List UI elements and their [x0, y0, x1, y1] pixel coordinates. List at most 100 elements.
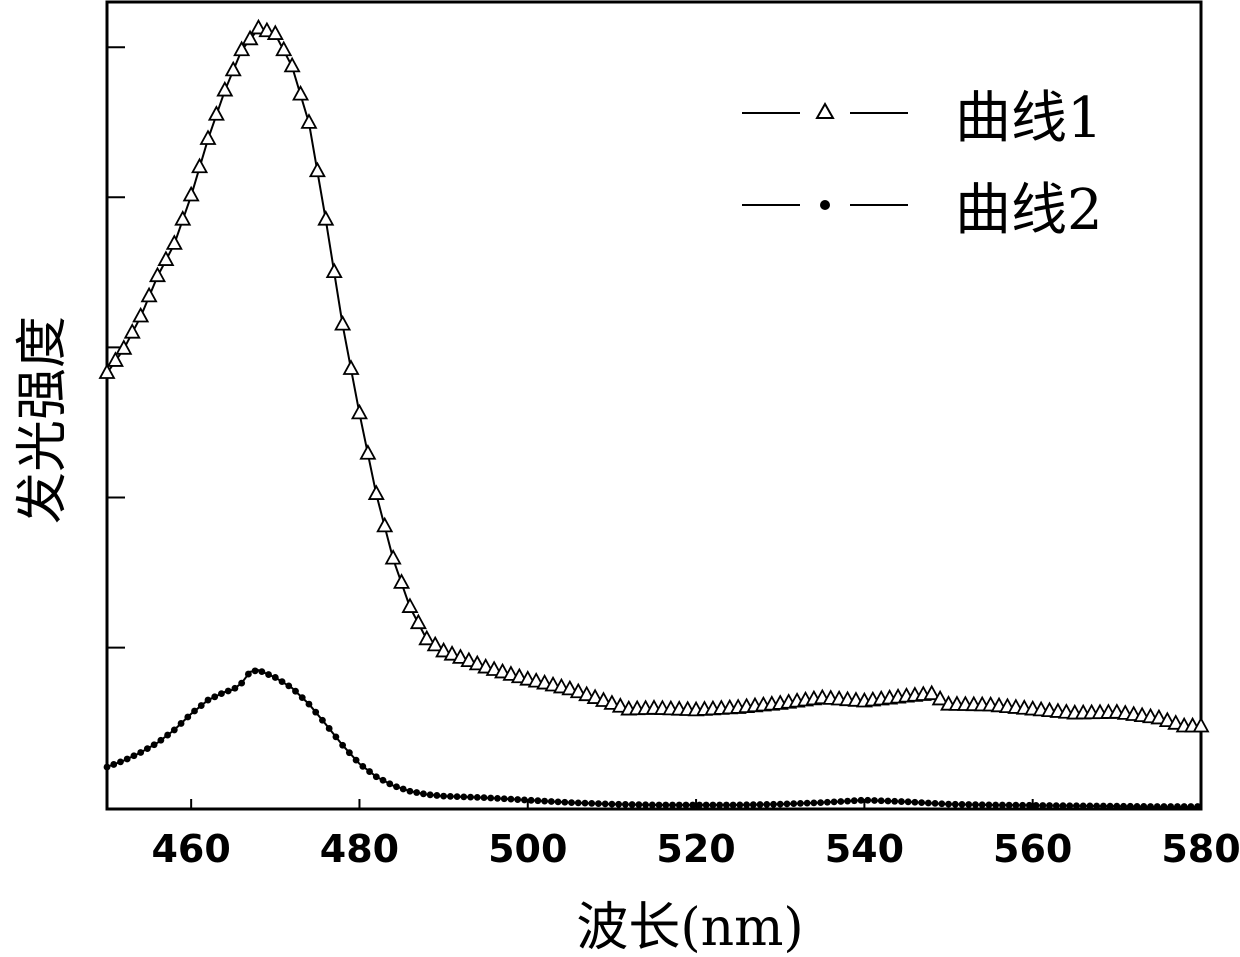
series-1-marker	[249, 18, 267, 35]
series-1-marker	[409, 613, 427, 630]
series-2-marker	[157, 736, 165, 744]
series-2-marker	[810, 799, 818, 807]
series-1-marker	[468, 654, 486, 671]
series-2-marker	[608, 800, 616, 808]
series-1-marker	[393, 573, 411, 589]
series-1-marker	[308, 161, 326, 178]
series-1-marker	[603, 694, 621, 710]
series-2-marker	[494, 794, 501, 802]
series-2-marker	[534, 797, 542, 805]
series-2-marker	[325, 725, 333, 732]
series-2-marker	[797, 799, 804, 807]
series-2-marker	[830, 798, 838, 806]
series-2-marker	[756, 801, 764, 808]
series-2-marker	[150, 741, 158, 749]
series-2-marker	[561, 798, 569, 806]
series-2-marker	[143, 745, 151, 753]
series-2-marker	[702, 801, 710, 809]
series-2-marker	[958, 801, 966, 808]
x-axis-title: 波长(nm)	[576, 898, 803, 957]
series-2-marker	[736, 801, 744, 809]
series-2-marker	[675, 801, 683, 809]
series-1-marker	[174, 210, 192, 226]
series-2-marker	[359, 762, 367, 770]
series-2-marker	[1120, 802, 1127, 810]
series-1-marker	[451, 648, 469, 664]
series-2-marker	[1113, 802, 1121, 810]
series-1-marker	[216, 80, 234, 97]
series-2-marker	[992, 801, 1000, 809]
series-2-marker	[554, 798, 562, 806]
series-2-marker	[689, 801, 697, 809]
series-2-marker	[1073, 802, 1080, 810]
series-2-marker	[864, 796, 872, 804]
series-1-marker	[561, 679, 579, 696]
series-2-marker	[844, 797, 851, 805]
series-1-marker	[435, 641, 453, 658]
series-2-marker	[231, 684, 239, 692]
series-2-marker	[669, 801, 676, 809]
series-1-marker	[401, 597, 419, 613]
series-2-line	[106, 669, 1201, 808]
series-2-marker	[743, 801, 750, 809]
series-2-marker	[998, 801, 1006, 809]
series-1-marker	[931, 689, 949, 706]
series-2-marker	[770, 800, 777, 808]
series-2-marker	[1046, 802, 1053, 809]
series-2-marker	[514, 796, 522, 803]
series-1-marker	[123, 322, 141, 339]
series-2-marker	[1052, 802, 1060, 809]
series-2-marker	[1140, 803, 1148, 810]
series-1-marker	[1150, 708, 1168, 725]
series-2-marker	[568, 799, 575, 807]
series-2-marker	[978, 801, 986, 809]
series-2-marker	[817, 799, 825, 807]
series-1-marker	[241, 29, 259, 46]
series-2-marker	[123, 755, 131, 763]
series-2-marker	[1167, 803, 1175, 810]
series-2-marker	[224, 687, 232, 695]
series-2-marker	[1012, 801, 1020, 809]
legend-label-2: 曲线2	[955, 178, 1103, 243]
series-2-marker	[460, 793, 468, 801]
series-1-marker	[233, 40, 251, 57]
series-1-marker	[182, 185, 200, 202]
series-2-marker	[1059, 802, 1067, 810]
series-2-marker	[177, 720, 185, 727]
series-2-marker	[783, 800, 791, 808]
x-tick-label: 480	[320, 827, 399, 871]
series-2-marker	[453, 793, 461, 801]
series-2-marker	[891, 797, 899, 805]
series-2-marker	[642, 801, 649, 809]
series-1-marker	[275, 40, 293, 57]
series-2-marker	[1174, 803, 1181, 810]
series-2-marker	[1133, 802, 1141, 810]
series-2-marker	[1019, 801, 1026, 809]
series-2-marker	[911, 798, 919, 806]
series-2-marker	[877, 797, 885, 805]
x-axis-ticks: 460 480 500 520 540 560 580	[151, 799, 1240, 871]
series-2-marker	[426, 791, 434, 799]
series-2-marker	[372, 773, 380, 781]
series-1-marker	[443, 644, 461, 661]
series-2-marker	[244, 670, 252, 678]
series-2-marker	[588, 799, 596, 807]
series-2-marker	[440, 792, 448, 800]
series-2-marker	[621, 801, 629, 808]
series-2-marker	[662, 801, 670, 809]
series-2-marker	[1153, 803, 1161, 810]
series-1-marker	[140, 286, 158, 303]
series-2-marker	[191, 707, 198, 715]
x-tick-label: 580	[1161, 827, 1240, 871]
series-2-marker	[1093, 802, 1101, 810]
series-2-marker	[1005, 801, 1013, 809]
series-2-marker	[218, 690, 225, 697]
series-2-marker	[103, 763, 111, 771]
x-tick-label: 520	[656, 827, 735, 871]
series-2-marker	[722, 801, 730, 809]
series-2-marker	[729, 801, 737, 809]
series-2-marker	[1039, 802, 1047, 809]
series-2-marker	[547, 798, 555, 805]
series-2-marker	[292, 687, 299, 695]
